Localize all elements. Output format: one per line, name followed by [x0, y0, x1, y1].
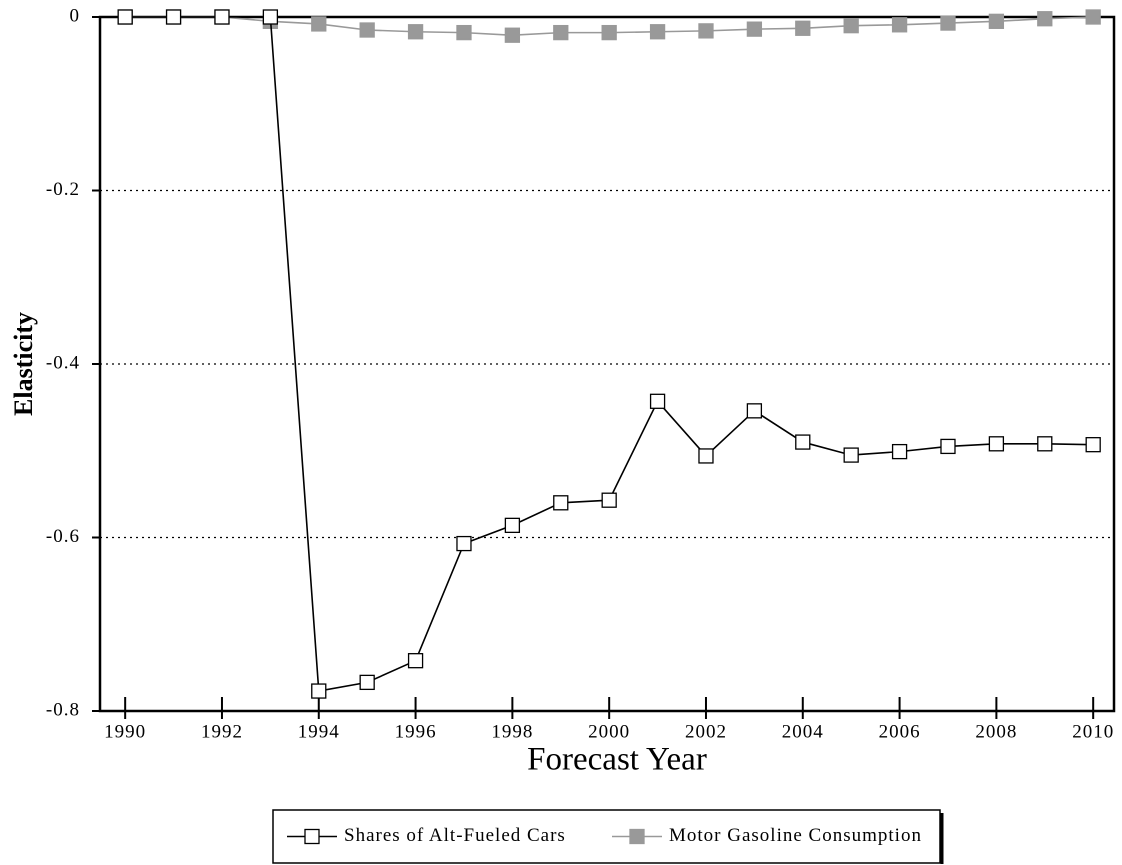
- point: [843, 18, 859, 34]
- point: [649, 24, 666, 40]
- x-tick-label: 1996: [395, 721, 437, 742]
- point: [407, 653, 424, 669]
- point: [1037, 436, 1053, 452]
- y-tick-label: 0: [70, 5, 81, 26]
- x-tick-label: 1990: [104, 721, 146, 742]
- x-tick-label: 2002: [685, 721, 727, 742]
- point: [553, 24, 569, 41]
- point: [1085, 437, 1101, 453]
- point: [553, 495, 569, 511]
- point: [649, 393, 666, 409]
- point: [311, 683, 327, 699]
- point: [262, 9, 279, 25]
- point: [311, 16, 327, 32]
- y-tick-label: -0.8: [46, 699, 80, 720]
- point: [165, 9, 182, 25]
- point: [601, 24, 617, 41]
- point: [795, 434, 811, 450]
- legend-label: Motor Gasoline Consumption: [669, 825, 922, 846]
- point: [940, 15, 956, 31]
- point: [746, 403, 763, 419]
- point: [843, 447, 859, 463]
- point: [359, 22, 375, 38]
- legend-box: [272, 809, 941, 864]
- point: [988, 13, 1005, 29]
- x-axis-label: Forecast Year: [527, 742, 707, 778]
- x-tick-label: 2008: [975, 721, 1017, 742]
- legend-marker: [629, 828, 645, 845]
- y-axis-label: Elasticity: [9, 312, 38, 416]
- point: [456, 24, 472, 41]
- point: [698, 448, 714, 464]
- legend-marker: [304, 828, 320, 845]
- point: [1037, 11, 1053, 27]
- x-tick-label: 2010: [1072, 721, 1114, 742]
- point: [891, 443, 908, 460]
- y-tick-label: -0.4: [46, 352, 80, 373]
- point: [891, 17, 908, 33]
- legend-label: Shares of Alt-Fueled Cars: [344, 825, 566, 846]
- point: [504, 27, 521, 43]
- point: [1085, 9, 1101, 25]
- x-tick-label: 2004: [782, 721, 824, 742]
- point: [940, 438, 956, 455]
- y-tick-label: -0.6: [46, 526, 80, 547]
- point: [407, 24, 424, 40]
- x-tick-label: 2000: [588, 721, 630, 742]
- x-tick-label: 2006: [879, 721, 921, 742]
- x-tick-label: 1998: [491, 721, 533, 742]
- point: [795, 20, 811, 36]
- point: [214, 9, 230, 25]
- plot-frame: [98, 15, 1116, 713]
- y-tick-label: -0.2: [46, 179, 80, 200]
- point: [746, 21, 763, 37]
- point: [698, 23, 714, 39]
- point: [456, 535, 472, 552]
- point: [117, 9, 133, 25]
- series-line: [125, 16, 1094, 692]
- x-tick-label: 1994: [298, 721, 340, 742]
- point: [601, 492, 617, 508]
- point: [504, 517, 521, 534]
- point: [359, 674, 375, 691]
- point: [988, 436, 1005, 452]
- x-tick-label: 1992: [201, 721, 243, 742]
